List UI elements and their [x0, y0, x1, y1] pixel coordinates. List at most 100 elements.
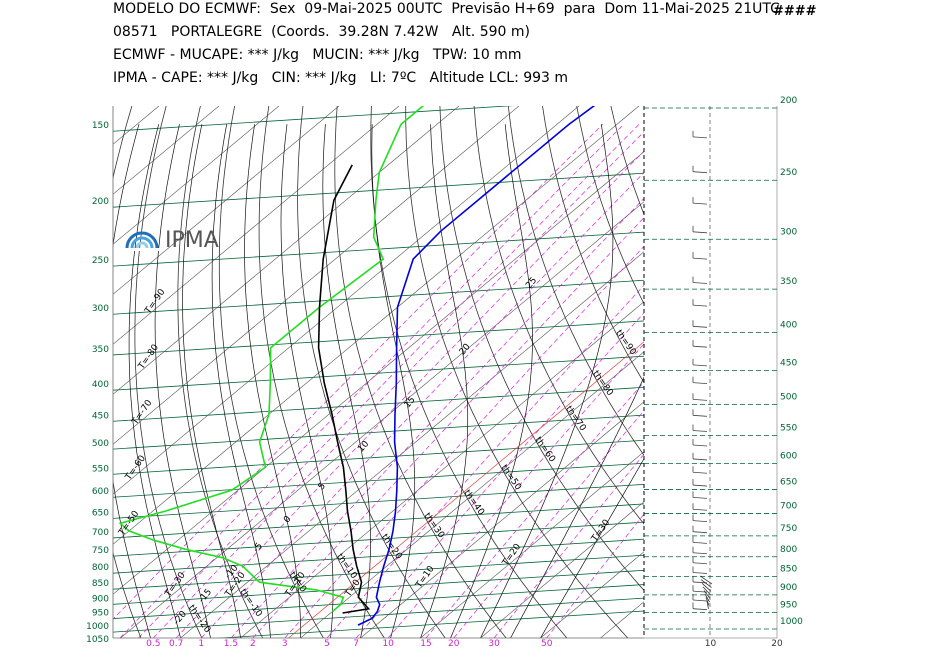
moist-adiabat-line	[420, 124, 469, 638]
mixing-ratio-tick: 50	[541, 639, 553, 649]
moist-adiabat-label: 0	[282, 514, 294, 525]
wind-axis-tick: 10	[705, 639, 717, 649]
isobar-line	[113, 414, 644, 450]
mixing-ratio-tick: 0.5	[146, 639, 160, 649]
pressure-tick-right: 450	[780, 359, 797, 369]
mixing-ratio-tick: 0.7	[169, 639, 183, 649]
isotherm-line	[240, 301, 644, 638]
mixing-ratio-line	[284, 245, 644, 638]
isobar-line	[113, 521, 644, 557]
isotherm-line	[300, 351, 644, 638]
isobar-line	[113, 597, 644, 633]
isobar-line	[113, 538, 644, 574]
pressure-tick-left: 800	[92, 563, 109, 573]
pressure-tick-left: 250	[92, 256, 109, 266]
moist-adiabat-line	[154, 124, 211, 638]
mixing-ratio-tick: 2	[250, 639, 256, 649]
wind-barb	[692, 414, 708, 417]
wind-barb	[692, 345, 708, 348]
isobar-line	[113, 0, 644, 24]
wind-axis-tick: 20	[771, 639, 783, 649]
dry-adiabat-line	[113, 106, 142, 638]
isobar-line	[113, 279, 644, 315]
pressure-tick-right: 1000	[780, 617, 803, 627]
pressure-tick-left: 450	[92, 411, 109, 421]
pressure-tick-right: 350	[780, 277, 797, 287]
pressure-tick-right: 500	[780, 393, 797, 403]
pressure-tick-right: 650	[780, 478, 797, 488]
dry-adiabat-line	[370, 106, 568, 638]
dry-adiabat-line	[645, 106, 940, 638]
mixing-ratio-line	[153, 131, 644, 638]
pressure-tick-right: 700	[780, 502, 797, 512]
pressure-tick-left: 900	[92, 594, 109, 604]
isobar-line	[113, 386, 644, 422]
isotherm-line	[120, 201, 644, 638]
wind-barb	[692, 136, 708, 139]
wind-barb	[692, 382, 708, 384]
wind-barb	[704, 593, 710, 603]
isotherm-line	[113, 106, 280, 245]
mixing-ratio-line	[546, 513, 644, 638]
wind-barb	[702, 586, 711, 596]
pressure-tick-right: 250	[780, 168, 797, 178]
pressure-tick-right: 200	[780, 96, 797, 106]
moist-adiabat-label: 5	[317, 481, 328, 492]
temperature-profile-line	[357, 106, 596, 626]
mixing-ratio-tick: 7	[353, 639, 359, 649]
ipma-logo-icon	[125, 231, 159, 251]
dry-adiabat-line	[850, 106, 940, 638]
header-hash: ####	[773, 4, 817, 19]
isotherm-line	[360, 401, 644, 638]
moist-adiabat-line	[244, 124, 301, 638]
pressure-tick-right: 900	[780, 583, 797, 593]
isobar-line	[113, 503, 644, 539]
pressure-tick-right: 300	[780, 227, 797, 237]
moist-adiabat-line	[182, 124, 241, 638]
pressure-tick-left: 200	[92, 197, 109, 207]
wind-barb	[692, 562, 708, 565]
wind-barb	[692, 599, 708, 602]
pressure-tick-right: 550	[780, 423, 797, 433]
mixing-ratio-line	[493, 453, 644, 638]
pressure-tick-left: 600	[92, 487, 109, 497]
wind-barb	[692, 508, 708, 511]
moist-adiabat-line	[128, 124, 181, 638]
isotherm-line	[0, 106, 99, 638]
isobar-line	[113, 554, 644, 590]
pressure-tick-left: 750	[92, 546, 109, 556]
dry-adiabat-line	[44, 106, 98, 638]
wind-barb	[692, 520, 708, 523]
dry-adiabat-line	[610, 106, 644, 216]
isobar-line	[113, 483, 644, 519]
moist-adiabat-line	[371, 124, 416, 638]
pressure-tick-left: 700	[92, 528, 109, 538]
dry-adiabat-line	[576, 106, 644, 305]
dry-adiabat-line	[473, 106, 644, 525]
mixing-ratio-tick: 5	[324, 639, 330, 649]
wind-barb	[692, 282, 708, 284]
wind-barb	[692, 398, 708, 401]
dry-adiabat-line	[714, 106, 940, 638]
dry-adiabat-line	[405, 106, 629, 638]
dewpoint-profile-line	[118, 106, 425, 613]
isotherm-line	[113, 106, 400, 345]
wind-barb	[701, 582, 712, 592]
wind-barb	[692, 364, 708, 367]
ipma-logo: IPMA	[123, 226, 233, 258]
isotherm-line	[113, 106, 520, 445]
moist-adiabat-line	[480, 124, 614, 638]
wind-barb	[700, 579, 712, 588]
wind-barb	[692, 444, 708, 447]
mixing-ratio-tick: 3	[282, 639, 288, 649]
isobar-line	[113, 462, 644, 498]
dry-adiabat-line	[334, 106, 507, 638]
pressure-tick-left: 950	[92, 609, 109, 619]
pressure-tick-left: 1050	[86, 635, 109, 645]
pressure-tick-left: 1000	[86, 622, 109, 632]
wind-barb	[692, 430, 708, 432]
wind-barb	[692, 202, 708, 205]
dry-adiabat-line	[218, 106, 324, 638]
wind-barb	[692, 552, 708, 555]
